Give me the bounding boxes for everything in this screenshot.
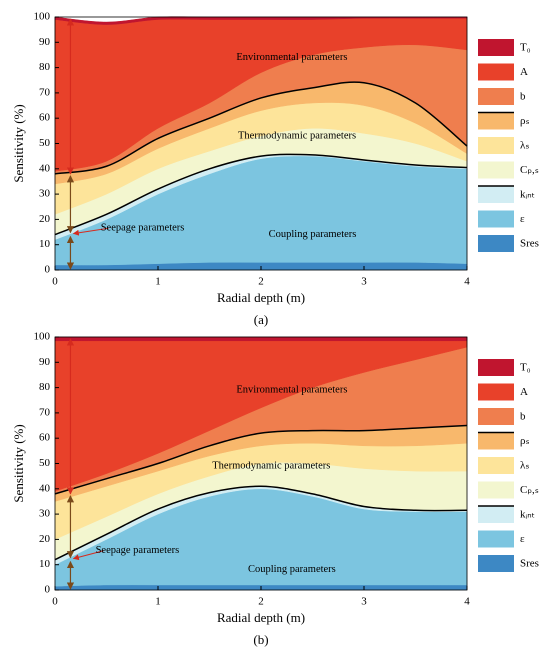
- legend-swatch: [478, 235, 514, 252]
- y-axis-label: Sensitivity (%): [11, 424, 26, 502]
- y-tick-label: 60: [39, 112, 51, 124]
- legend-label: ε: [520, 213, 525, 225]
- x-tick-label: 2: [258, 596, 264, 608]
- legend-label: ρₛ: [520, 435, 530, 447]
- legend-swatch: [478, 210, 514, 228]
- legend-label: ε: [520, 533, 525, 545]
- legend-swatch: [478, 457, 514, 474]
- y-tick-label: 40: [39, 162, 51, 174]
- legend-swatch: [478, 88, 514, 105]
- legend-label: λₛ: [520, 140, 529, 152]
- x-tick-label: 3: [361, 596, 367, 608]
- legend-swatch: [478, 137, 514, 154]
- chart: 0 10 20 30 40 50 60 70 80 90 100 0 1 2 3 4 Radial depth …: [11, 331, 539, 647]
- caption: (b): [253, 632, 268, 647]
- annotation: Seepage parameters: [101, 223, 185, 234]
- legend-swatch: [478, 530, 514, 548]
- caption: (a): [254, 312, 268, 327]
- y-tick-label: 90: [39, 36, 51, 48]
- y-tick-label: 50: [39, 137, 51, 149]
- y-tick-label: 30: [39, 188, 51, 200]
- y-tick-label: 70: [39, 406, 51, 418]
- annotation: Thermodynamic parameters: [238, 130, 356, 141]
- y-tick-label: 100: [34, 331, 51, 343]
- legend-swatch: [478, 63, 514, 81]
- annotation: Thermodynamic parameters: [212, 460, 330, 471]
- boundary-line: [54, 424, 468, 495]
- x-tick-label: 0: [52, 276, 58, 288]
- annotation: Coupling parameters: [269, 229, 357, 240]
- legend-label: kᵢₙₜ: [520, 509, 535, 521]
- legend-label: kᵢₙₜ: [520, 189, 535, 201]
- area: [54, 336, 468, 342]
- legend-label: Cₚ,ₛ: [520, 484, 539, 496]
- legend-label: b: [520, 411, 526, 423]
- x-tick-label: 1: [155, 276, 161, 288]
- x-axis-label: Radial depth (m): [217, 290, 305, 305]
- legend-label: A: [520, 66, 528, 78]
- legend-label: T₀: [520, 42, 531, 54]
- y-tick-label: 60: [39, 432, 51, 444]
- legend-label: T₀: [520, 362, 531, 374]
- annotation: Environmental parameters: [236, 385, 347, 396]
- x-tick-label: 3: [361, 276, 367, 288]
- x-tick-label: 1: [155, 596, 161, 608]
- legend-swatch: [478, 555, 514, 572]
- y-tick-label: 10: [39, 238, 51, 250]
- y-axis-label: Sensitivity (%): [11, 104, 26, 182]
- annotation-arrow: [72, 550, 104, 561]
- legend-swatch: [478, 506, 514, 523]
- y-tick-label: 0: [45, 584, 51, 596]
- y-tick-label: 70: [39, 86, 51, 98]
- annotation: Environmental parameters: [236, 52, 347, 63]
- legend-swatch: [478, 408, 514, 425]
- legend-swatch: [478, 359, 514, 376]
- y-tick-label: 100: [34, 11, 51, 23]
- y-tick-label: 80: [39, 61, 51, 73]
- y-tick-label: 40: [39, 482, 51, 494]
- legend-swatch: [478, 112, 514, 130]
- x-axis-label: Radial depth (m): [217, 610, 305, 625]
- legend-swatch: [478, 186, 514, 203]
- boundary-line: [54, 153, 468, 236]
- boundary-line: [54, 81, 468, 175]
- annotation: Coupling parameters: [248, 564, 336, 575]
- x-tick-label: 2: [258, 276, 264, 288]
- annotation: Seepage parameters: [96, 545, 180, 556]
- x-tick-label: 0: [52, 596, 58, 608]
- legend-label: b: [520, 91, 526, 103]
- y-tick-label: 10: [39, 558, 51, 570]
- y-tick-label: 20: [39, 213, 51, 225]
- x-tick-label: 4: [464, 276, 470, 288]
- y-tick-label: 20: [39, 533, 51, 545]
- x-tick-label: 4: [464, 596, 470, 608]
- y-tick-label: 50: [39, 457, 51, 469]
- legend-swatch: [478, 481, 514, 499]
- y-tick-label: 0: [45, 264, 51, 276]
- boundary-line: [54, 485, 468, 561]
- legend-swatch: [478, 161, 514, 179]
- legend-swatch: [478, 383, 514, 401]
- legend-label: ρₛ: [520, 115, 530, 127]
- legend-swatch: [478, 432, 514, 450]
- legend-swatch: [478, 39, 514, 56]
- chart: 0 10 20 30 40 50 60 70 80 90 100 0 1 2 3 4 Radial depth …: [11, 11, 539, 327]
- legend-label: Cₚ,ₛ: [520, 164, 539, 176]
- y-tick-label: 30: [39, 508, 51, 520]
- legend-label: Sres: [520, 558, 539, 570]
- y-tick-label: 90: [39, 356, 51, 368]
- legend-label: A: [520, 386, 528, 398]
- legend-label: Sres: [520, 238, 539, 250]
- legend-label: λₛ: [520, 460, 529, 472]
- y-tick-label: 80: [39, 381, 51, 393]
- annotation-arrow: [72, 227, 109, 236]
